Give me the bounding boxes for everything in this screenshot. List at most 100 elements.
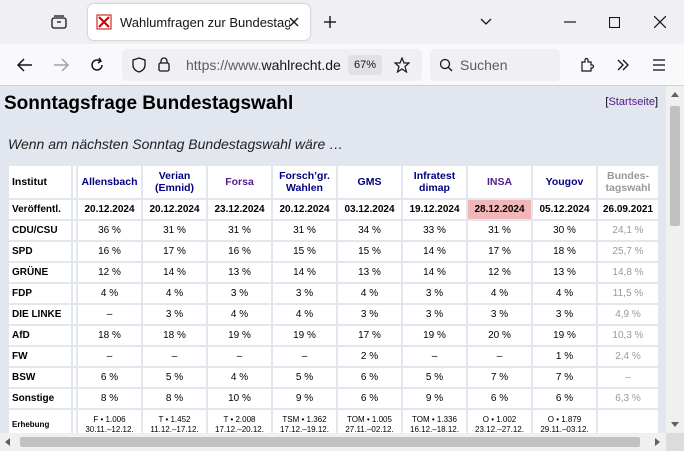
bookmark-star-icon[interactable] xyxy=(393,56,411,78)
lock-icon[interactable] xyxy=(158,57,170,77)
erhebung-cell: TSM • 1.362 17.12.–19.12. xyxy=(273,410,336,433)
close-window-icon[interactable] xyxy=(650,12,670,32)
value-cell: 3 % xyxy=(143,305,206,324)
vertical-scrollbar[interactable] xyxy=(666,86,684,433)
institute-infratest[interactable]: Infratest dimap xyxy=(403,166,466,198)
table-row: GRÜNE 12 % 14 % 13 % 14 % 13 % 14 % 12 % 13 % 14,… xyxy=(9,263,658,282)
value-cell: 17 % xyxy=(468,242,531,261)
minimize-icon[interactable] xyxy=(560,12,580,32)
value-cell: 6 % xyxy=(338,389,401,408)
row-label: Erhebung xyxy=(9,410,71,433)
zoom-indicator[interactable]: 67% xyxy=(348,55,382,75)
erhebung-cell: TOM • 1.336 16.12.–18.12. xyxy=(403,410,466,433)
value-cell: 1 % xyxy=(533,347,596,366)
value-cell: 8 % xyxy=(78,389,141,408)
vertical-scroll-thumb[interactable] xyxy=(670,106,680,226)
date-cell: 20.12.2024 xyxy=(143,200,206,219)
value-cell: 31 % xyxy=(468,221,531,240)
scroll-down-icon[interactable] xyxy=(671,422,679,427)
spacer xyxy=(73,166,76,198)
back-icon[interactable] xyxy=(14,54,36,76)
value-cell: 3 % xyxy=(403,305,466,324)
value-cell: 9 % xyxy=(403,389,466,408)
horizontal-scroll-thumb[interactable] xyxy=(20,437,640,447)
institute-insa[interactable]: INSA xyxy=(468,166,531,198)
search-bar[interactable]: Suchen xyxy=(430,49,560,81)
browser-tab[interactable]: Wahlumfragen zur Bundestagswahl xyxy=(88,4,310,40)
url-bar[interactable]: https://www.wahlrecht.de 67% xyxy=(122,49,422,81)
value-cell: 19 % xyxy=(403,326,466,345)
value-cell: 16 % xyxy=(78,242,141,261)
value-cell: 17 % xyxy=(143,242,206,261)
extensions-icon[interactable] xyxy=(576,54,598,76)
table-row: FDP 4 % 4 % 3 % 3 % 4 % 3 % 4 % 4 % 11,5 % xyxy=(9,284,658,303)
value-cell: 14 % xyxy=(403,242,466,261)
reload-icon[interactable] xyxy=(86,54,108,76)
tab-title: Wahlumfragen zur Bundestagswahl xyxy=(120,14,290,30)
value-cell: 20 % xyxy=(468,326,531,345)
institute-yougov[interactable]: Yougov xyxy=(533,166,596,198)
url-text[interactable]: https://www.wahlrecht.de xyxy=(186,57,341,73)
page-content: Sonntagsfrage Bundestagswahl [Startseite… xyxy=(0,86,666,433)
startseite-link[interactable]: Startseite xyxy=(608,96,655,108)
institute-bundestagswahl[interactable]: Bundes-tagswahl xyxy=(598,166,658,198)
maximize-icon[interactable] xyxy=(604,12,624,32)
table-row: SPD 16 % 17 % 16 % 15 % 15 % 14 % 17 % 18 % 25,7 … xyxy=(9,242,658,261)
row-label: Veröffentl. xyxy=(9,200,71,219)
party-label: SPD xyxy=(9,242,71,261)
collections-icon[interactable] xyxy=(44,10,74,34)
institute-allensbach[interactable]: Allensbach xyxy=(78,166,141,198)
value-cell: – xyxy=(78,347,141,366)
search-placeholder: Suchen xyxy=(460,57,508,73)
overflow-menu-icon[interactable] xyxy=(612,54,634,76)
spacer xyxy=(73,368,76,387)
close-tab-icon[interactable] xyxy=(286,14,302,30)
table-row: FW – – – –2 % – –1 % 2,4 % xyxy=(9,347,658,366)
shield-icon[interactable] xyxy=(132,57,146,78)
scroll-right-icon[interactable] xyxy=(655,438,660,446)
value-cell: – xyxy=(403,347,466,366)
institute-forsa[interactable]: Forsa xyxy=(208,166,271,198)
erhebung-cell: O • 1.002 23.12.–27.12. xyxy=(468,410,531,433)
hamburger-menu-icon[interactable] xyxy=(648,54,670,76)
scroll-left-icon[interactable] xyxy=(5,438,10,446)
horizontal-scrollbar[interactable] xyxy=(0,433,666,451)
new-tab-icon[interactable] xyxy=(320,12,340,32)
value-cell: 4 % xyxy=(143,284,206,303)
value-cell: – xyxy=(143,347,206,366)
value-cell: – xyxy=(78,305,141,324)
value-cell: 10 % xyxy=(208,389,271,408)
erhebung-cell: T • 2.008 17.12.–20.12. xyxy=(208,410,271,433)
institute-verian[interactable]: Verian (Emnid) xyxy=(143,166,206,198)
value-cell: 8 % xyxy=(143,389,206,408)
spacer xyxy=(73,221,76,240)
value-cell: 33 % xyxy=(403,221,466,240)
forward-icon[interactable] xyxy=(50,54,72,76)
table-row: Institut Allensbach Verian (Emnid) Forsa … xyxy=(9,166,658,198)
table-row: AfD 18 % 18 % 19 % 19 % 17 % 19 % 20 % 19 % 10,3 … xyxy=(9,326,658,345)
value-cell: – xyxy=(273,347,336,366)
institute-gms[interactable]: GMS xyxy=(338,166,401,198)
institute-forschungsgruppe[interactable]: Forsch’gr. Wahlen xyxy=(273,166,336,198)
value-cell: 24,1 % xyxy=(598,221,658,240)
table-row: CDU/CSU 36 % 31 % 31 % 31 % 34 % 33 % 31 % 30 % 2… xyxy=(9,221,658,240)
scroll-up-icon[interactable] xyxy=(671,92,679,97)
party-label: FW xyxy=(9,347,71,366)
erhebung-cell: TOM • 1.005 27.11.–02.12. xyxy=(338,410,401,433)
spacer xyxy=(73,410,76,433)
erhebung-cell: O • 1.879 29.11.–03.12. xyxy=(533,410,596,433)
value-cell: 31 % xyxy=(208,221,271,240)
value-cell: 6 % xyxy=(338,368,401,387)
spacer xyxy=(73,263,76,282)
party-label: FDP xyxy=(9,284,71,303)
value-cell: 12 % xyxy=(468,263,531,282)
value-cell: 5 % xyxy=(273,368,336,387)
value-cell: 16 % xyxy=(208,242,271,261)
spacer xyxy=(73,284,76,303)
date-cell: 20.12.2024 xyxy=(78,200,141,219)
value-cell: 2,4 % xyxy=(598,347,658,366)
value-cell: 34 % xyxy=(338,221,401,240)
list-all-tabs-icon[interactable] xyxy=(476,12,496,32)
value-cell: – xyxy=(468,347,531,366)
value-cell: 17 % xyxy=(338,326,401,345)
